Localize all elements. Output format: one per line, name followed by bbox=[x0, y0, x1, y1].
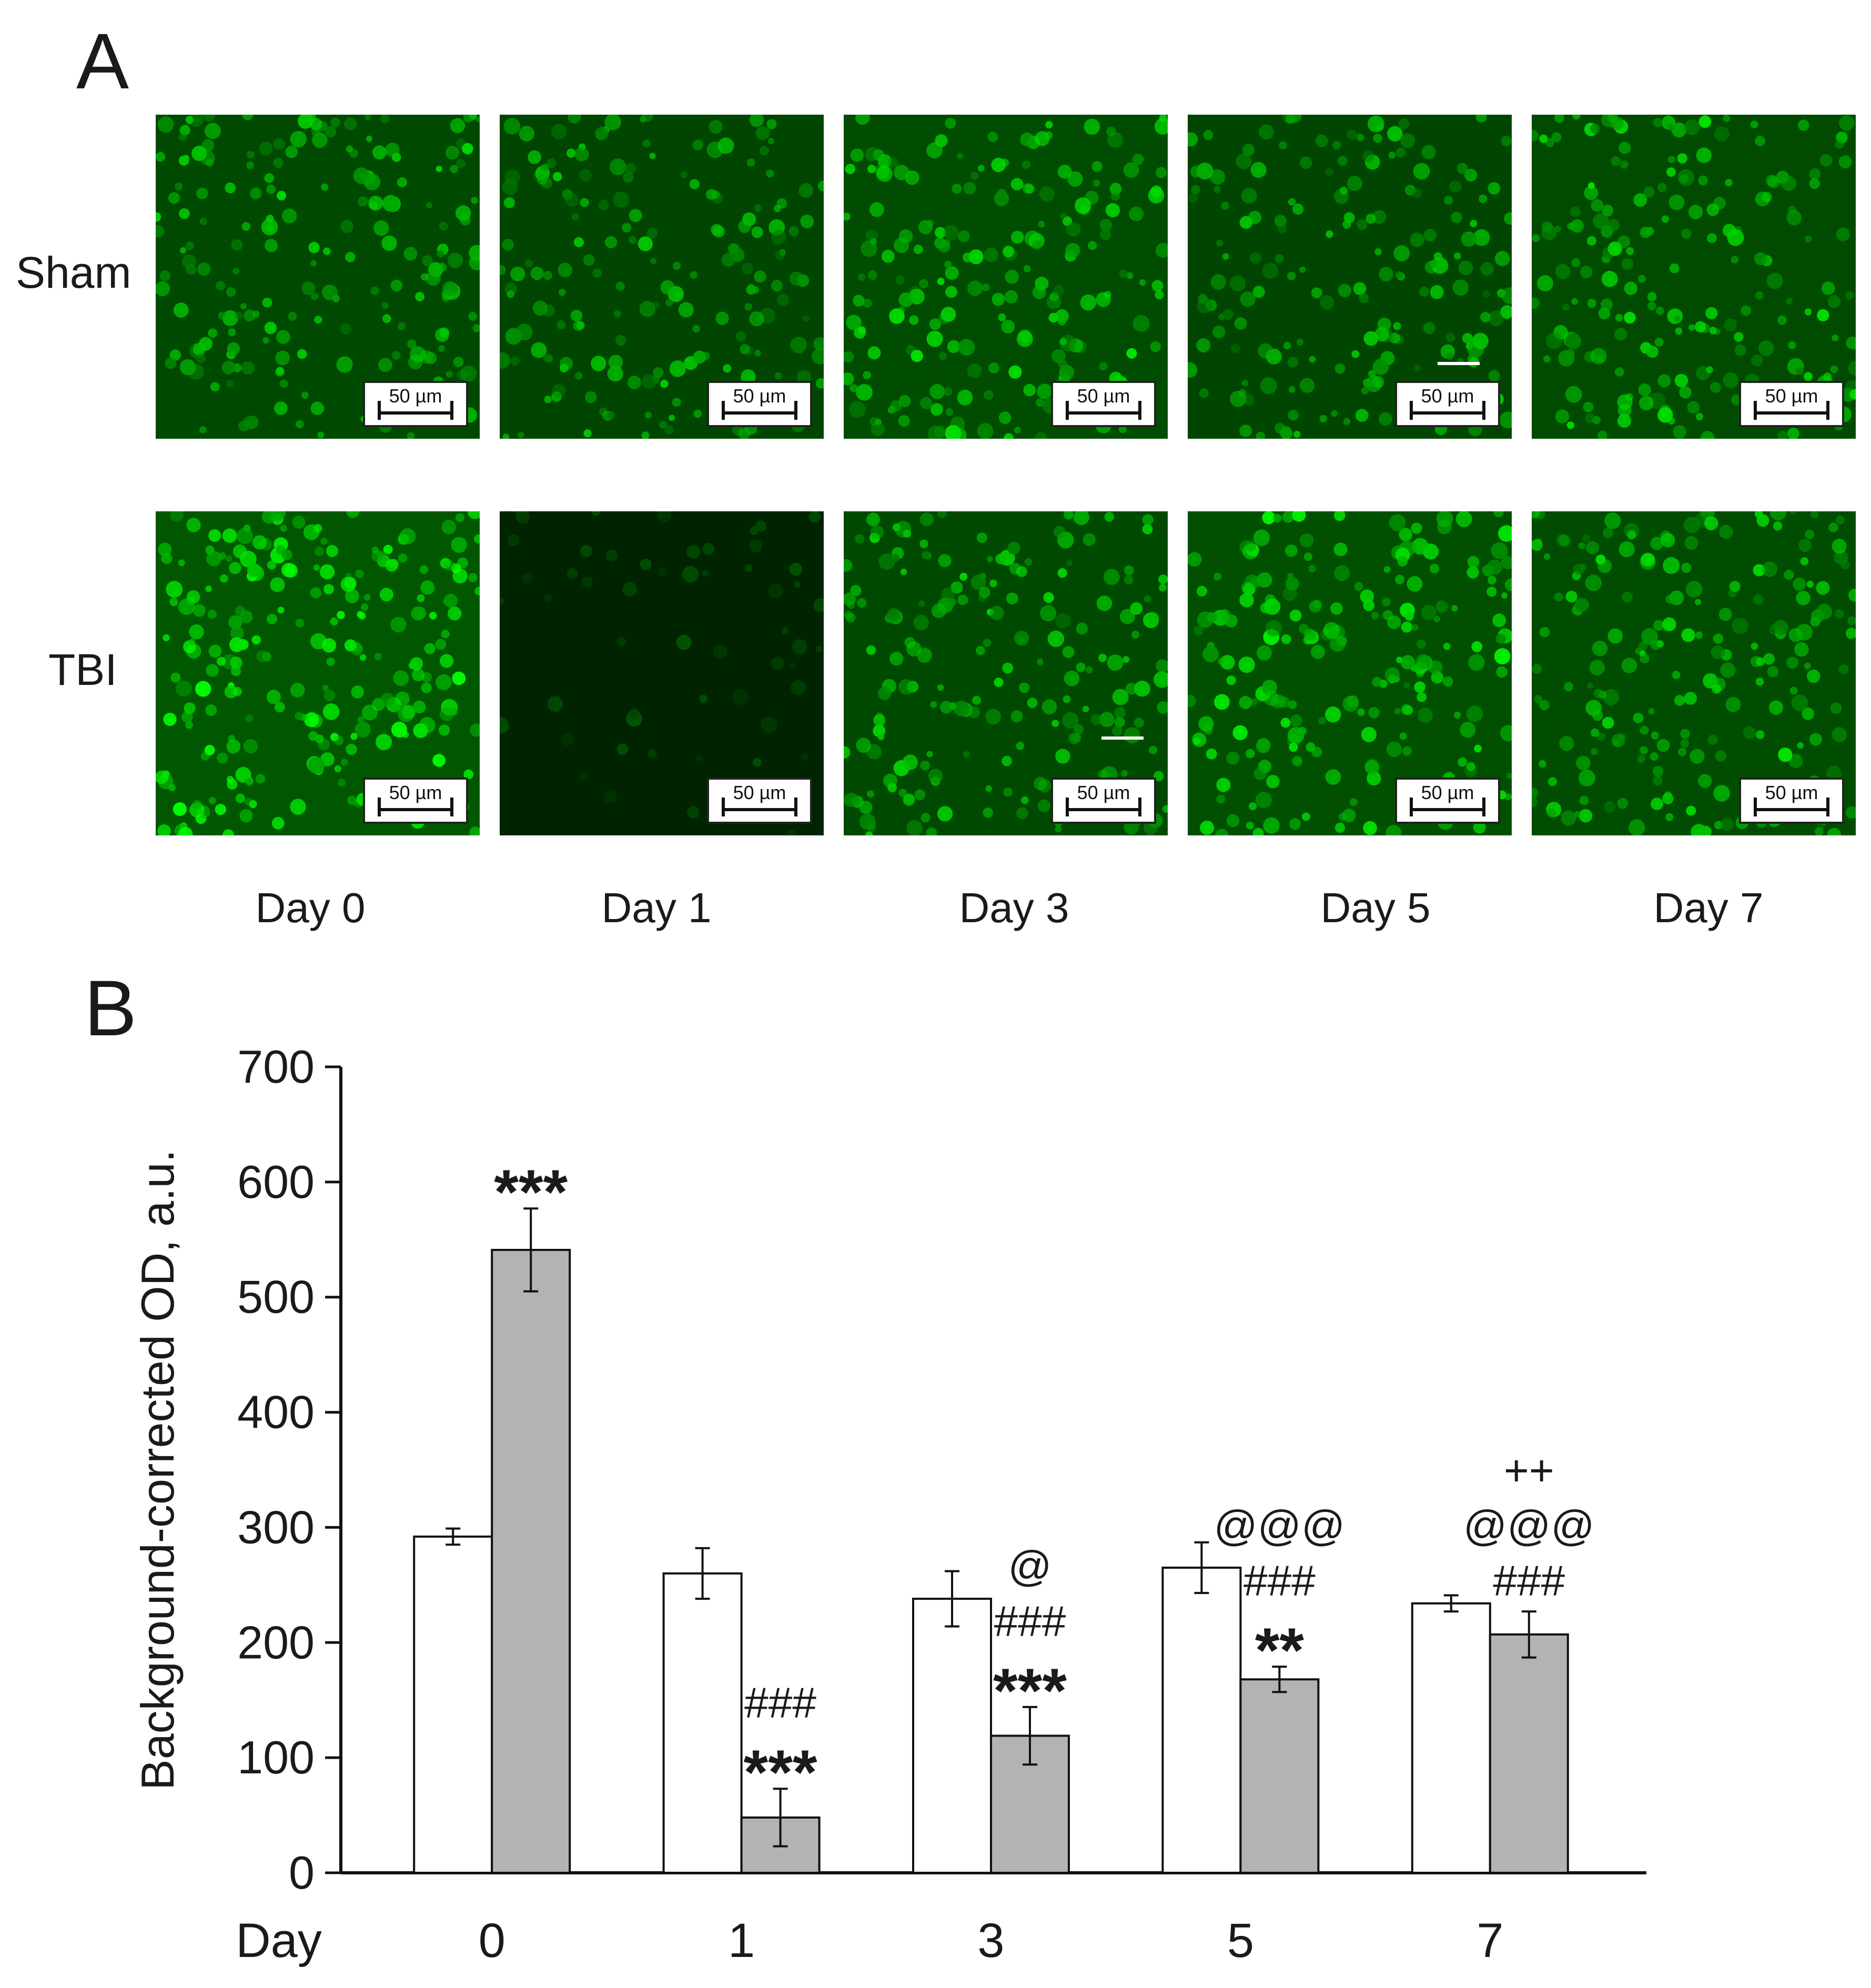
y-tick-label: 600 bbox=[237, 1156, 315, 1208]
scale-bar-label: 50 µm bbox=[733, 385, 786, 407]
scale-bar-label: 50 µm bbox=[389, 385, 442, 407]
significance-annotation: @ bbox=[1008, 1542, 1051, 1590]
row-label-sham: Sham bbox=[16, 248, 132, 297]
y-tick-label: 200 bbox=[237, 1616, 315, 1668]
significance-annotation: @@@ bbox=[1214, 1502, 1346, 1550]
panel-b-letter: B bbox=[84, 964, 137, 1052]
micrograph-tbi-day-7: 50 µm bbox=[1532, 511, 1856, 835]
day-label-0: Day 0 bbox=[255, 884, 366, 931]
x-tick-label: 7 bbox=[1476, 1914, 1503, 1967]
scale-bar: 50 µm bbox=[1051, 381, 1156, 427]
micrograph-sham-day-3: 50 µm bbox=[844, 115, 1168, 439]
scale-bar-label: 50 µm bbox=[389, 782, 442, 803]
micrograph-tbi-day-0: 50 µm bbox=[156, 511, 480, 835]
significance-annotation: ### bbox=[744, 1679, 816, 1727]
scale-bar-label: 50 µm bbox=[1421, 782, 1474, 803]
y-tick-label: 500 bbox=[237, 1271, 315, 1323]
significance-annotation: ### bbox=[1493, 1557, 1565, 1605]
x-axis-label: Day bbox=[236, 1914, 322, 1967]
x-tick-label: 0 bbox=[479, 1914, 505, 1967]
scale-bar-label: 50 µm bbox=[1765, 782, 1818, 803]
scale-bar: 50 µm bbox=[363, 381, 468, 427]
significance-annotation: @@@ bbox=[1463, 1502, 1595, 1550]
significance-annotation: *** bbox=[993, 1656, 1067, 1726]
significance-annotation: *** bbox=[744, 1737, 817, 1808]
y-tick-label: 100 bbox=[237, 1731, 315, 1783]
y-tick-label: 700 bbox=[237, 1041, 315, 1093]
bar-series1-day-7 bbox=[1411, 1602, 1491, 1874]
bar-chart: 0 100 200 300 400 500 600 700 Background-correct… bbox=[132, 1041, 1646, 1967]
scale-bar: 50 µm bbox=[707, 778, 812, 824]
y-tick-label: 0 bbox=[289, 1846, 315, 1899]
y-tick-label: 300 bbox=[237, 1501, 315, 1553]
micrograph-tbi-day-3: 50 µm bbox=[844, 511, 1168, 835]
x-tick-label: 3 bbox=[977, 1914, 1004, 1967]
bar-series1-day-5 bbox=[1161, 1567, 1242, 1874]
micrograph-sham-day-1: 50 µm bbox=[500, 115, 824, 439]
micrograph-tbi-day-1: 50 µm bbox=[500, 511, 824, 835]
x-tick-label: 1 bbox=[728, 1914, 755, 1967]
row-label-tbi: TBI bbox=[48, 645, 117, 694]
scale-bar-label: 50 µm bbox=[1077, 782, 1130, 803]
significance-annotation: ### bbox=[994, 1598, 1066, 1646]
x-tick-label: 5 bbox=[1227, 1914, 1254, 1967]
bar-series2-day-7 bbox=[1489, 1633, 1569, 1874]
scale-bar-label: 50 µm bbox=[1421, 385, 1474, 407]
scale-line-marker bbox=[1438, 362, 1480, 365]
day-label-7: Day 7 bbox=[1653, 884, 1764, 931]
y-axis-label: Background-corrected OD, a.u. bbox=[132, 1149, 184, 1790]
day-label-5: Day 5 bbox=[1320, 884, 1431, 931]
micrograph-sham-day-5: 50 µm bbox=[1188, 115, 1512, 439]
significance-annotation: ** bbox=[1255, 1615, 1304, 1686]
significance-annotation: *** bbox=[494, 1157, 568, 1227]
scale-bar: 50 µm bbox=[1739, 381, 1844, 427]
scale-line-marker bbox=[1101, 736, 1144, 740]
bar-series2-day-5 bbox=[1239, 1678, 1320, 1874]
bar-series2-day-0 bbox=[491, 1248, 571, 1874]
scale-bar: 50 µm bbox=[1395, 381, 1500, 427]
scale-bar: 50 µm bbox=[1739, 778, 1844, 824]
panel-a-letter: A bbox=[76, 17, 129, 105]
day-label-3: Day 3 bbox=[959, 884, 1069, 931]
day-label-1: Day 1 bbox=[601, 884, 712, 931]
significance-annotation: ### bbox=[1243, 1557, 1316, 1605]
scale-bar: 50 µm bbox=[1051, 778, 1156, 824]
micrograph-tbi-day-5: 50 µm bbox=[1188, 511, 1512, 835]
bar-series1-day-0 bbox=[413, 1535, 493, 1874]
significance-annotation: ++ bbox=[1504, 1447, 1554, 1495]
micrograph-sham-day-7: 50 µm bbox=[1532, 115, 1856, 439]
y-tick-label: 400 bbox=[237, 1386, 315, 1438]
bar-series1-day-3 bbox=[912, 1598, 992, 1874]
scale-bar: 50 µm bbox=[1395, 778, 1500, 824]
scale-bar-label: 50 µm bbox=[733, 782, 786, 803]
bar-series1-day-1 bbox=[662, 1572, 743, 1874]
scale-bar: 50 µm bbox=[363, 778, 468, 824]
scale-bar-label: 50 µm bbox=[1765, 385, 1818, 407]
scale-bar-label: 50 µm bbox=[1077, 385, 1130, 407]
scale-bar: 50 µm bbox=[707, 381, 812, 427]
micrograph-sham-day-0: 50 µm bbox=[156, 115, 480, 439]
